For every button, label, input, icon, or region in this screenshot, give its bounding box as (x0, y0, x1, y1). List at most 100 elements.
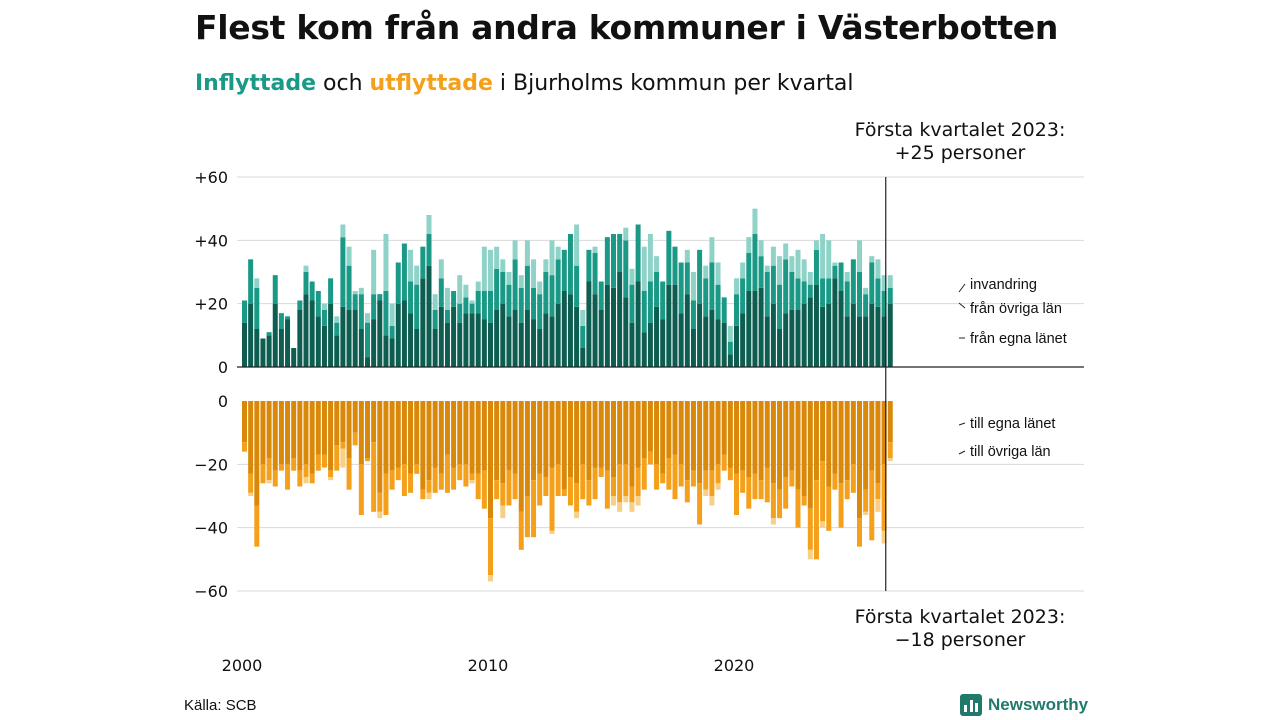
bar-out-other (549, 467, 555, 531)
bar-in-immig (764, 265, 770, 272)
bar-in-other (475, 291, 481, 314)
bar-out-other (617, 464, 623, 503)
bar-out-other (789, 470, 795, 487)
bar-out-own (395, 401, 401, 468)
bar-out-own (770, 401, 776, 484)
bar-in-own (807, 297, 813, 367)
bar-in-own (303, 294, 309, 367)
bar-out-other (869, 470, 875, 541)
bar-in-other (672, 246, 678, 285)
bar-out-other (278, 464, 284, 471)
bar-out-emig (248, 492, 254, 496)
bar-out-other (666, 458, 672, 490)
bar-in-own (611, 287, 616, 367)
bar-in-immig (826, 240, 832, 279)
bar-out-other (647, 451, 653, 465)
bar-in-own (389, 338, 395, 367)
bar-in-immig (475, 281, 481, 291)
bar-out-own (580, 401, 586, 465)
bar-out-own (254, 401, 260, 506)
bar-out-emig (377, 511, 383, 519)
bar-in-other (875, 278, 881, 307)
bar-out-own (260, 401, 266, 465)
bar-out-own (869, 401, 875, 471)
bar-out-other (592, 467, 598, 500)
bar-in-immig (690, 272, 696, 301)
bar-out-other (506, 470, 512, 506)
bar-out-other (611, 477, 616, 496)
bar-in-own (408, 313, 414, 367)
bar-in-immig (684, 249, 690, 263)
bar-in-other (684, 262, 690, 295)
legend-label: från övriga län (970, 301, 1062, 317)
bar-in-own (309, 300, 315, 367)
bar-in-immig (623, 227, 629, 241)
bar-in-own (561, 291, 567, 367)
bar-out-own (438, 401, 444, 474)
bar-in-other (838, 262, 844, 291)
x-tick-label: 2000 (222, 656, 263, 675)
bar-out-own (303, 401, 309, 465)
y-tick-label: −60 (194, 582, 228, 601)
bar-out-other (285, 464, 291, 490)
bar-in-immig (887, 275, 893, 288)
bar-out-other (488, 518, 493, 576)
bar-out-other (291, 458, 297, 471)
bar-out-own (512, 401, 518, 474)
bar-out-other (340, 442, 346, 449)
bar-out-own (285, 401, 291, 465)
chart-title: Flest kom från andra kommuner i Västerbo… (195, 8, 1059, 47)
bar-out-other (303, 464, 309, 477)
bar-out-own (272, 401, 278, 471)
bar-out-own (727, 401, 733, 468)
bar-in-immig (426, 215, 432, 234)
bar-out-own (248, 401, 254, 474)
bar-in-immig (789, 256, 795, 272)
bar-in-immig (524, 240, 530, 266)
bar-in-own (383, 335, 389, 367)
bar-in-own (635, 281, 641, 367)
bar-in-other (395, 262, 401, 304)
bar-out-own (531, 401, 537, 481)
y-tick-label: −20 (194, 455, 228, 474)
bar-out-other (857, 518, 862, 547)
bar-out-emig (629, 502, 635, 512)
bar-in-other (401, 243, 407, 301)
bar-in-other (641, 291, 647, 333)
bar-in-own (758, 287, 764, 367)
bar-in-own (690, 329, 696, 367)
bar-in-own (266, 335, 272, 367)
brand-logo[interactable]: Newsworthy (960, 692, 1088, 718)
bar-in-other (678, 262, 684, 314)
bar-in-own (475, 313, 481, 367)
bar-in-own (315, 316, 321, 367)
bar-out-own (494, 401, 500, 481)
bar-out-other (764, 467, 770, 503)
bar-in-other (598, 281, 604, 310)
bar-in-immig (758, 240, 764, 257)
bar-in-immig (506, 272, 512, 285)
bar-in-other (604, 237, 610, 285)
bar-out-other (690, 470, 696, 487)
bar-in-own (832, 278, 838, 367)
bar-out-own (881, 401, 887, 465)
bar-out-other (266, 458, 272, 481)
bar-out-other (635, 467, 641, 496)
x-tick-label: 2010 (468, 656, 509, 675)
bar-out-other (777, 489, 783, 519)
bar-out-own (586, 401, 592, 481)
y-tick-label: +60 (194, 168, 228, 187)
bar-in-immig (820, 234, 826, 279)
bar-in-own (678, 313, 684, 367)
bar-out-own (567, 401, 573, 477)
bar-out-other (709, 470, 715, 496)
bar-out-own (549, 401, 555, 468)
bar-out-emig (770, 518, 776, 525)
bar-in-immig (463, 284, 469, 298)
bar-out-other (684, 480, 690, 503)
bar-in-own (770, 303, 776, 367)
bar-out-own (721, 401, 727, 455)
bar-in-own (703, 316, 709, 367)
bar-in-own (543, 313, 549, 367)
bar-in-other (494, 268, 500, 310)
